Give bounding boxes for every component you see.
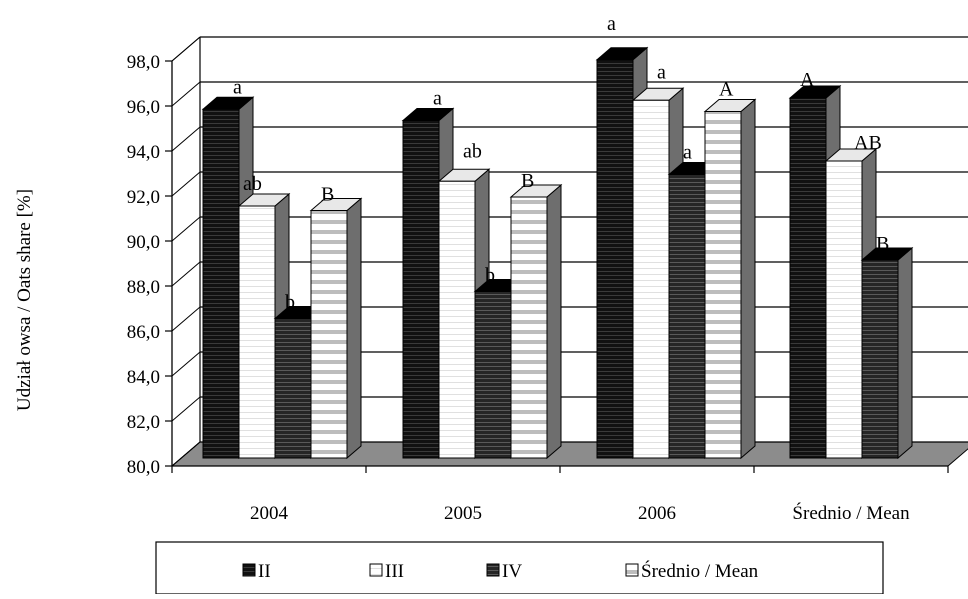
x-tick-label: 2006 bbox=[638, 503, 676, 524]
bars bbox=[201, 46, 914, 460]
bar-label: A bbox=[800, 69, 815, 91]
bar-label: AB bbox=[854, 132, 882, 154]
y-tick-label: 86,0 bbox=[127, 322, 160, 343]
bar-label: b bbox=[485, 265, 495, 287]
gridline-side bbox=[171, 306, 201, 332]
gridline-side bbox=[171, 126, 201, 152]
bar-label: a bbox=[233, 76, 242, 98]
bar-iv bbox=[860, 246, 914, 460]
bar-side bbox=[546, 183, 562, 460]
y-tick-label: 88,0 bbox=[127, 277, 160, 298]
bar-front bbox=[668, 174, 706, 459]
gridline-side bbox=[171, 261, 201, 287]
bar-label: a bbox=[433, 88, 442, 110]
gridline-side bbox=[171, 396, 201, 422]
x-tick-label: Średnio / Mean bbox=[792, 502, 910, 524]
bar--rednio-mean bbox=[309, 197, 363, 460]
gridline-side bbox=[171, 36, 201, 62]
bar-front bbox=[402, 120, 440, 459]
bar-front bbox=[704, 111, 742, 459]
bar-label: B bbox=[321, 184, 334, 206]
bar-side bbox=[897, 246, 913, 460]
bar-label: B bbox=[521, 170, 534, 192]
y-tick-label: 94,0 bbox=[127, 142, 160, 163]
bar-label: b bbox=[285, 292, 295, 314]
legend-swatch bbox=[369, 563, 383, 577]
bar-label: a bbox=[607, 13, 616, 35]
bar-side bbox=[346, 197, 362, 460]
bar-front bbox=[510, 196, 548, 459]
bar-front bbox=[789, 97, 827, 459]
gridline-side bbox=[171, 216, 201, 242]
bar-front bbox=[861, 259, 899, 459]
legend-label: II bbox=[258, 561, 271, 582]
bar-front bbox=[274, 318, 312, 459]
y-tick-label: 90,0 bbox=[127, 232, 160, 253]
legend-item: Średnio / Mean bbox=[625, 560, 759, 582]
legend-label: IV bbox=[502, 561, 522, 582]
legend-item: II bbox=[242, 561, 271, 582]
bar-label: B bbox=[876, 233, 889, 255]
legend-box bbox=[155, 541, 884, 595]
bar-label: A bbox=[719, 79, 734, 101]
bar-front bbox=[310, 210, 348, 459]
bar-label: ab bbox=[463, 140, 482, 162]
legend-item: IV bbox=[486, 561, 522, 582]
bar-front bbox=[438, 180, 476, 459]
legend: II III IV Średnio / Mean bbox=[155, 541, 884, 595]
y-tick-label: 92,0 bbox=[127, 187, 160, 208]
x-tick-label: 2005 bbox=[444, 503, 482, 524]
y-tick-label: 96,0 bbox=[127, 97, 160, 118]
legend-swatch bbox=[625, 563, 639, 577]
bar-side bbox=[740, 98, 756, 460]
significance-labels: a a a Aab ab a AB b b a B B B A bbox=[233, 13, 889, 314]
bar--rednio-mean bbox=[703, 98, 757, 460]
bar-front bbox=[474, 291, 512, 459]
bar-label: a bbox=[683, 142, 692, 164]
y-tick-label: 80,0 bbox=[127, 457, 160, 478]
gridline-side bbox=[171, 441, 201, 467]
gridline-side bbox=[171, 171, 201, 197]
bar-front bbox=[632, 99, 670, 459]
bar--rednio-mean bbox=[509, 183, 563, 460]
x-tick-label: 2004 bbox=[250, 503, 289, 524]
legend-swatch bbox=[486, 563, 500, 577]
legend-item: III bbox=[369, 561, 404, 582]
legend-label: III bbox=[385, 561, 404, 582]
axes: 80,0 82,0 84,0 86,0 88,0 90,0 92,0 94,0 96,0 98,0… bbox=[127, 52, 949, 524]
y-tick-label: 82,0 bbox=[127, 412, 160, 433]
gridline-side bbox=[171, 81, 201, 107]
legend-swatch bbox=[242, 563, 256, 577]
gridline-side bbox=[171, 351, 201, 377]
bar-front bbox=[825, 160, 863, 459]
y-axis-title: Udział owsa / Oats share [%] bbox=[14, 189, 35, 411]
bar-label: ab bbox=[243, 173, 262, 195]
y-tick-label: 84,0 bbox=[127, 367, 160, 388]
legend-label: Średnio / Mean bbox=[641, 560, 759, 582]
bar-front bbox=[202, 108, 240, 459]
bar-front bbox=[596, 59, 634, 459]
bar-front bbox=[238, 205, 276, 459]
bar-label: a bbox=[657, 61, 666, 83]
y-tick-label: 98,0 bbox=[127, 52, 160, 73]
